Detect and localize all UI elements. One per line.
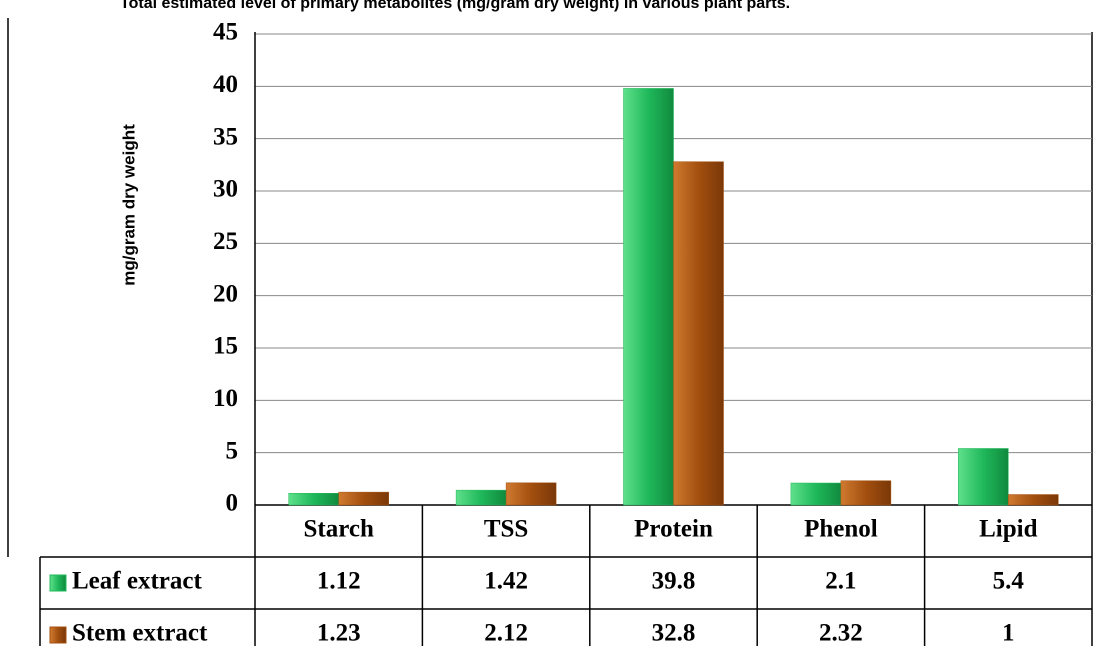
- table-value: 1: [1002, 620, 1015, 646]
- bar: [1008, 494, 1059, 506]
- table-value: 2.1: [825, 568, 856, 595]
- bar: [958, 448, 1009, 506]
- x-tick-label: Phenol: [804, 516, 878, 543]
- bar: [288, 493, 339, 506]
- y-tick-label: 0: [226, 490, 239, 517]
- y-tick-label: 15: [213, 333, 238, 360]
- bar: [338, 491, 389, 506]
- y-tick-label: 35: [213, 123, 238, 150]
- x-tick-label: Starch: [304, 516, 374, 543]
- table-value: 2.32: [819, 620, 863, 646]
- legend-swatch: [49, 626, 67, 644]
- bar: [840, 480, 892, 506]
- y-tick-label: 20: [213, 280, 238, 307]
- chart-title: Total estimated level of primary metabol…: [120, 0, 790, 12]
- y-tick-label: 45: [213, 19, 238, 46]
- bar: [455, 489, 507, 506]
- table-value: 1.23: [317, 620, 361, 646]
- bar: [673, 161, 724, 506]
- x-tick-label: Protein: [634, 516, 713, 543]
- table-value: 1.12: [317, 568, 361, 595]
- y-tick-label: 30: [213, 176, 238, 203]
- bar: [790, 482, 842, 506]
- table-value: 2.12: [484, 620, 528, 646]
- x-tick-label: TSS: [484, 516, 528, 543]
- legend-label: Stem extract: [72, 620, 208, 646]
- y-tick-label: 5: [226, 437, 239, 464]
- table-value: 32.8: [652, 620, 696, 646]
- table-value: 5.4: [993, 568, 1025, 595]
- table-value: 1.42: [484, 568, 528, 595]
- bar: [505, 482, 557, 506]
- y-tick-label: 10: [213, 385, 238, 412]
- bar: [623, 88, 674, 506]
- x-tick-label: Lipid: [979, 516, 1037, 543]
- legend-swatch: [49, 574, 67, 592]
- table-value: 39.8: [652, 568, 696, 595]
- y-tick-label: 40: [213, 71, 238, 98]
- y-axis-label: mg/gram dry weight: [119, 124, 138, 286]
- y-tick-label: 25: [213, 228, 238, 255]
- legend-label: Leaf extract: [72, 568, 202, 595]
